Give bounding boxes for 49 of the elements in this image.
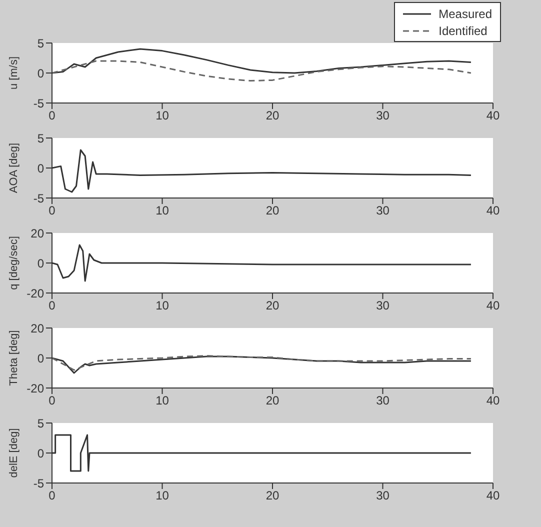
x-tick-label: 40 — [486, 298, 500, 313]
x-tick-label: 0 — [48, 394, 56, 408]
y-axis-title: Theta [deg] — [8, 330, 20, 386]
x-tick-label: 0 — [48, 108, 56, 123]
y-tick-label: 0 — [37, 66, 44, 80]
x-tick-label: 40 — [486, 394, 500, 408]
x-tick-label: 0 — [48, 204, 56, 218]
x-tick-label: 40 — [486, 204, 500, 218]
y-axis-title: delE [deg] — [8, 428, 20, 478]
legend-label: Identified — [438, 24, 488, 38]
x-tick-label: 20 — [266, 204, 280, 218]
y-tick-label: -20 — [26, 381, 44, 396]
x-tick-label: 10 — [156, 108, 170, 123]
y-tick-label: 20 — [30, 321, 44, 336]
x-tick-label: 10 — [156, 394, 170, 408]
y-tick-label: -5 — [33, 191, 44, 206]
y-axis-title: u [m/s] — [8, 56, 20, 90]
y-tick-label: 20 — [30, 226, 44, 240]
x-tick-label: 20 — [266, 298, 280, 313]
legend-label: Measured — [438, 6, 492, 20]
x-tick-label: 10 — [156, 204, 170, 218]
x-tick-label: 0 — [48, 298, 56, 313]
y-tick-label: -5 — [33, 476, 44, 490]
y-tick-label: 0 — [37, 351, 44, 366]
y-tick-label: -20 — [26, 286, 44, 300]
y-tick-label: -5 — [33, 96, 44, 110]
x-tick-label: 40 — [486, 488, 500, 503]
y-axis-title: AOA [deg] — [8, 142, 20, 194]
x-tick-label: 20 — [266, 488, 280, 503]
x-tick-label: 30 — [376, 488, 390, 503]
x-tick-label: 30 — [376, 298, 390, 313]
x-tick-label: 0 — [48, 488, 56, 503]
x-tick-label: 10 — [156, 488, 170, 503]
x-tick-label: 40 — [486, 108, 500, 123]
y-tick-label: 0 — [37, 446, 44, 460]
x-tick-label: 30 — [376, 394, 390, 408]
x-tick-label: 20 — [266, 108, 280, 123]
y-tick-label: 5 — [37, 416, 44, 430]
line-series — [52, 355, 472, 371]
y-tick-label: 0 — [37, 161, 44, 176]
y-axis-title: q [deg/sec] — [8, 236, 20, 290]
line-series — [52, 60, 472, 82]
y-tick-label: 5 — [37, 131, 44, 146]
x-tick-label: 10 — [156, 298, 170, 313]
y-tick-label: 0 — [37, 256, 44, 270]
x-tick-label: 30 — [376, 108, 390, 123]
x-tick-label: 20 — [266, 394, 280, 408]
x-tick-label: 30 — [376, 204, 390, 218]
y-tick-label: 5 — [37, 36, 44, 50]
